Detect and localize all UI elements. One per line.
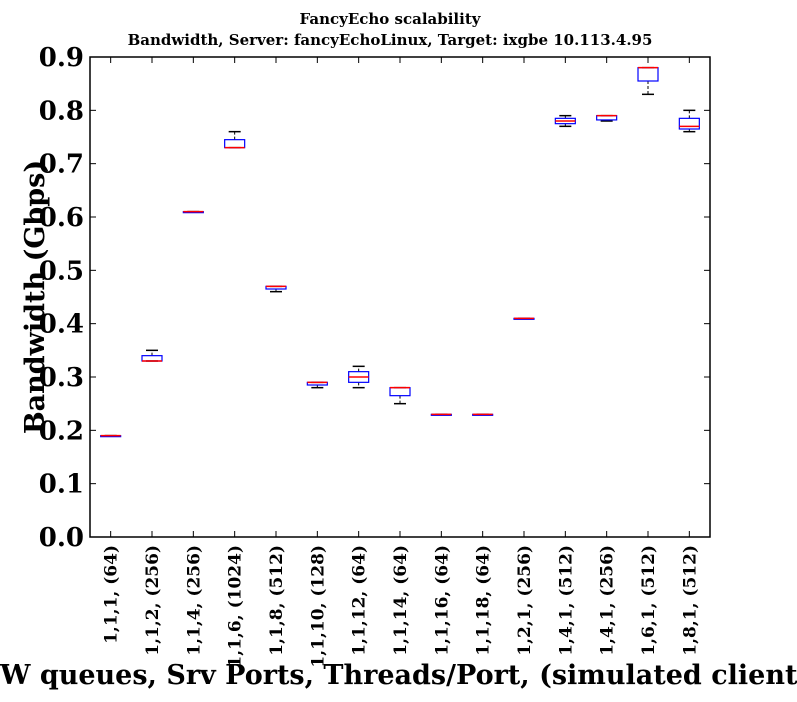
x-tick-label: 1,4,1, (512): [556, 545, 576, 656]
box-iqr: [678, 117, 700, 130]
x-tick-label: 1,1,8, (512): [267, 545, 287, 656]
y-tick-label: 0.8: [39, 96, 84, 126]
box-item: [265, 285, 287, 293]
x-axis: 1,1,1, (64) 1,1,2, (256) 1,1,4, (256) 1,1,6…: [102, 57, 700, 668]
box-item: [430, 413, 452, 416]
y-tick-label: 0.4: [39, 310, 84, 340]
box-item: [348, 365, 370, 389]
x-tick-label: 1,1,18, (64): [474, 545, 494, 656]
box-iqr: [141, 355, 163, 362]
y-tick-label: 0.3: [39, 363, 84, 393]
x-tick-label: 1,1,6, (1024): [226, 545, 246, 668]
x-tick-label: 1,1,16, (64): [432, 545, 452, 656]
plot-frame: [89, 56, 711, 538]
y-tick-label: 0.9: [39, 43, 84, 73]
box-item: [224, 130, 246, 149]
box-item: [554, 114, 576, 128]
box-item: [596, 114, 618, 122]
y-axis: 0.0 0.1 0.2 0.3 0.4 0.5 0.6 0.7 0.8 0.9: [39, 43, 710, 553]
y-tick-label: 0.5: [39, 256, 84, 286]
x-tick-label: 1,1,12, (64): [350, 545, 370, 656]
box-item: [306, 381, 328, 389]
y-tick-label: 0.0: [39, 523, 84, 553]
box-item: [637, 66, 659, 96]
box-item: [513, 317, 535, 320]
x-tick-label: 1,1,10, (128): [308, 545, 328, 668]
x-axis-label: HW queues, Srv Ports, Threads/Port, (sim…: [0, 660, 797, 691]
x-tick-label: 1,6,1, (512): [639, 545, 659, 656]
x-tick-label: 1,1,1, (64): [102, 545, 122, 644]
x-tick-label: 1,8,1, (512): [680, 545, 700, 656]
x-tick-label: 1,1,4, (256): [184, 545, 204, 656]
box-iqr: [389, 387, 411, 397]
chart-subtitle: Bandwidth, Server: fancyEchoLinux, Targe…: [128, 31, 653, 49]
x-tick-label: 1,4,1, (256): [598, 545, 618, 656]
box-iqr: [637, 67, 659, 82]
y-tick-label: 0.7: [39, 150, 84, 180]
box-item: [182, 210, 204, 214]
y-tick-label: 0.1: [39, 470, 84, 500]
y-tick-label: 0.2: [39, 416, 84, 446]
box-item: [141, 349, 163, 362]
x-tick-label: 1,1,2, (256): [143, 545, 163, 656]
box-item: [472, 413, 494, 416]
y-tick-label: 0.6: [39, 203, 84, 233]
box-iqr: [224, 139, 246, 149]
x-tick-label: 1,1,14, (64): [391, 545, 411, 656]
chart-title: FancyEcho scalability: [300, 10, 482, 28]
y-axis-label: Bandwidth (Gbps): [20, 160, 51, 434]
box-series: [100, 66, 700, 438]
x-tick-label: 1,2,1, (256): [515, 545, 535, 656]
box-item: [678, 109, 700, 133]
box-item: [389, 386, 411, 405]
box-item: [100, 434, 122, 438]
